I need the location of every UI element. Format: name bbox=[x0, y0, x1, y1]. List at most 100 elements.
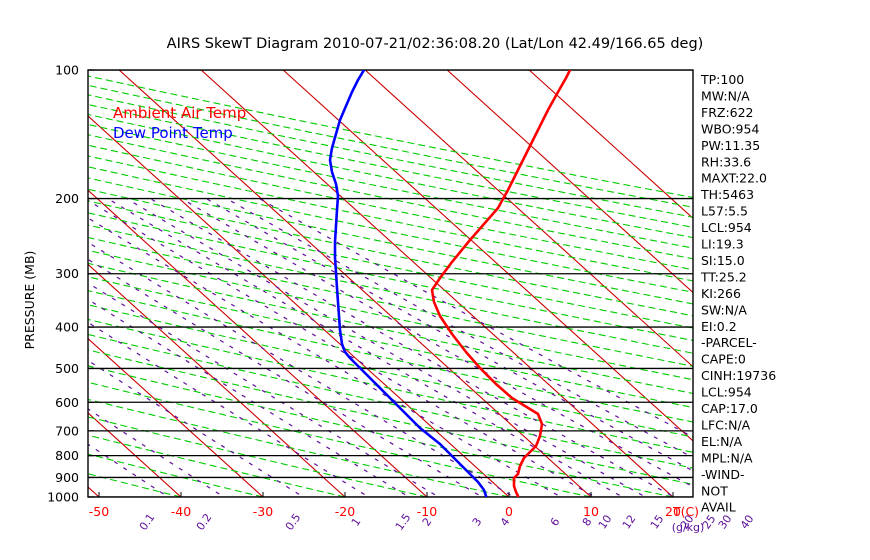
index-item: FRZ:622 bbox=[701, 105, 754, 120]
bottom-temp-tick: -20 bbox=[335, 504, 355, 519]
isotherm-line bbox=[88, 263, 346, 497]
index-item: MW:N/A bbox=[701, 88, 750, 103]
index-item: CAP:17.0 bbox=[701, 401, 758, 416]
pressure-tick: 100 bbox=[55, 63, 79, 78]
pressure-tick: 200 bbox=[55, 191, 79, 206]
isotherm-line bbox=[528, 70, 693, 220]
isotherm-line bbox=[446, 70, 693, 294]
dry-adiabat-line bbox=[88, 155, 693, 282]
dry-adiabat-line bbox=[88, 318, 693, 453]
bottom-temp-tick: -50 bbox=[89, 504, 109, 519]
dry-adiabat-line bbox=[88, 123, 693, 249]
curve-layer bbox=[328, 70, 572, 497]
dry-adiabat-line bbox=[88, 398, 510, 497]
index-item: LI:19.3 bbox=[701, 237, 744, 252]
mixing-ratio-tick: 6 bbox=[548, 515, 563, 528]
dewpoint-curve bbox=[328, 70, 488, 497]
mixing-ratio-line bbox=[126, 197, 647, 497]
dry-adiabat-line bbox=[88, 134, 693, 260]
index-item: NOT bbox=[701, 483, 728, 498]
isotherm-line bbox=[88, 412, 182, 497]
mixing-ratio-tick: 15 bbox=[648, 513, 667, 532]
mixing-ratio-line bbox=[88, 241, 516, 497]
dry-adiabat-line bbox=[88, 453, 264, 497]
dry-adiabat-line bbox=[88, 381, 592, 497]
index-item: CAPE:0 bbox=[701, 352, 746, 367]
index-item: LCL:954 bbox=[701, 385, 752, 400]
mixing-ratio-line bbox=[181, 197, 693, 488]
mixing-ratio-line bbox=[107, 197, 624, 497]
mixing-ratio-tick: 0.1 bbox=[137, 511, 158, 533]
mixing-ratio-tick: 1 bbox=[349, 515, 364, 528]
isotherm-line bbox=[364, 70, 693, 368]
page-title: AIRS SkewT Diagram 2010-07-21/02:36:08.2… bbox=[167, 36, 704, 52]
dry-adiabat-line bbox=[88, 188, 693, 317]
bottom-temp-tick: -40 bbox=[171, 504, 191, 519]
mixing-ratio-line bbox=[88, 443, 170, 497]
grid-layer bbox=[0, 70, 693, 497]
x-axis-label-mixing: (g/kg) bbox=[672, 521, 705, 534]
dry-adiabat-line bbox=[88, 416, 428, 497]
temperature-curve bbox=[430, 70, 572, 497]
index-item: RH:33.6 bbox=[701, 154, 751, 169]
mixing-ratio-tick: 40 bbox=[738, 513, 757, 532]
index-item: AVAIL bbox=[701, 500, 736, 515]
index-item: CINH:19736 bbox=[701, 368, 776, 383]
mixing-ratio-line bbox=[149, 197, 676, 497]
bottom-temp-tick: 20 bbox=[665, 504, 681, 519]
pressure-tick: 900 bbox=[55, 470, 79, 485]
mixing-ratio-line bbox=[205, 197, 693, 472]
index-item: L57:5.5 bbox=[701, 204, 748, 219]
mixing-ratio-tick: 1.5 bbox=[393, 511, 414, 533]
pressure-tick: 300 bbox=[55, 266, 79, 281]
legend-temp-label: Ambient Air Temp bbox=[113, 104, 246, 122]
isotherm-line bbox=[0, 70, 17, 497]
mixing-ratio-line bbox=[88, 258, 484, 497]
pressure-tick: 400 bbox=[55, 320, 79, 335]
index-item: KI:266 bbox=[701, 286, 741, 301]
mixing-ratio-tick: 0.2 bbox=[194, 511, 215, 533]
mixing-ratio-line bbox=[88, 408, 225, 497]
pressure-tick: 1000 bbox=[47, 490, 79, 505]
index-item: TH:5463 bbox=[700, 187, 754, 202]
index-item: -WIND- bbox=[701, 467, 745, 482]
index-item: MPL:N/A bbox=[701, 450, 753, 465]
index-item: -PARCEL- bbox=[701, 335, 757, 350]
bottom-temp-tick: -30 bbox=[253, 504, 273, 519]
pressure-tick: 600 bbox=[55, 395, 79, 410]
index-item: SW:N/A bbox=[701, 302, 747, 317]
dry-adiabat-line bbox=[88, 349, 693, 485]
index-item: MAXT:22.0 bbox=[701, 171, 767, 186]
bottom-temp-tick: -10 bbox=[417, 504, 437, 519]
index-item: LFC:N/A bbox=[701, 417, 751, 432]
mixing-ratio-tick: 12 bbox=[620, 513, 639, 532]
index-item: SI:15.0 bbox=[701, 253, 745, 268]
pressure-tick: 700 bbox=[55, 423, 79, 438]
plot-frame bbox=[87, 69, 694, 498]
pressure-tick: 800 bbox=[55, 448, 79, 463]
legend-dewpoint-label: Dew Point Temp bbox=[113, 124, 233, 142]
dry-adiabat-line bbox=[88, 276, 693, 409]
mixing-ratio-tick: 0.5 bbox=[283, 511, 304, 533]
index-item: TP:100 bbox=[700, 72, 744, 87]
index-item: PW:11.35 bbox=[701, 138, 760, 153]
pressure-tick: 500 bbox=[55, 361, 79, 376]
isotherm-line bbox=[282, 70, 693, 442]
dry-adiabat-line bbox=[88, 236, 693, 367]
isotherm-line bbox=[88, 337, 264, 497]
mixing-ratio-tick: 30 bbox=[716, 513, 735, 532]
isotherm-line bbox=[88, 189, 428, 497]
isotherm-line bbox=[88, 115, 510, 497]
isotherm-line bbox=[88, 486, 100, 497]
index-item: WBO:954 bbox=[701, 121, 759, 136]
x-axis-label-temp: T(C) bbox=[672, 504, 699, 519]
index-item: LCL:954 bbox=[701, 220, 752, 235]
bottom-temp-tick: 10 bbox=[583, 504, 599, 519]
dry-adiabat-line bbox=[88, 212, 693, 342]
dry-adiabat-line bbox=[88, 262, 693, 395]
dry-adiabat-line bbox=[88, 365, 674, 497]
mixing-ratio-tick: 3 bbox=[470, 515, 485, 528]
mixing-ratio-line bbox=[88, 359, 305, 497]
index-item: TT:25.2 bbox=[700, 269, 747, 284]
